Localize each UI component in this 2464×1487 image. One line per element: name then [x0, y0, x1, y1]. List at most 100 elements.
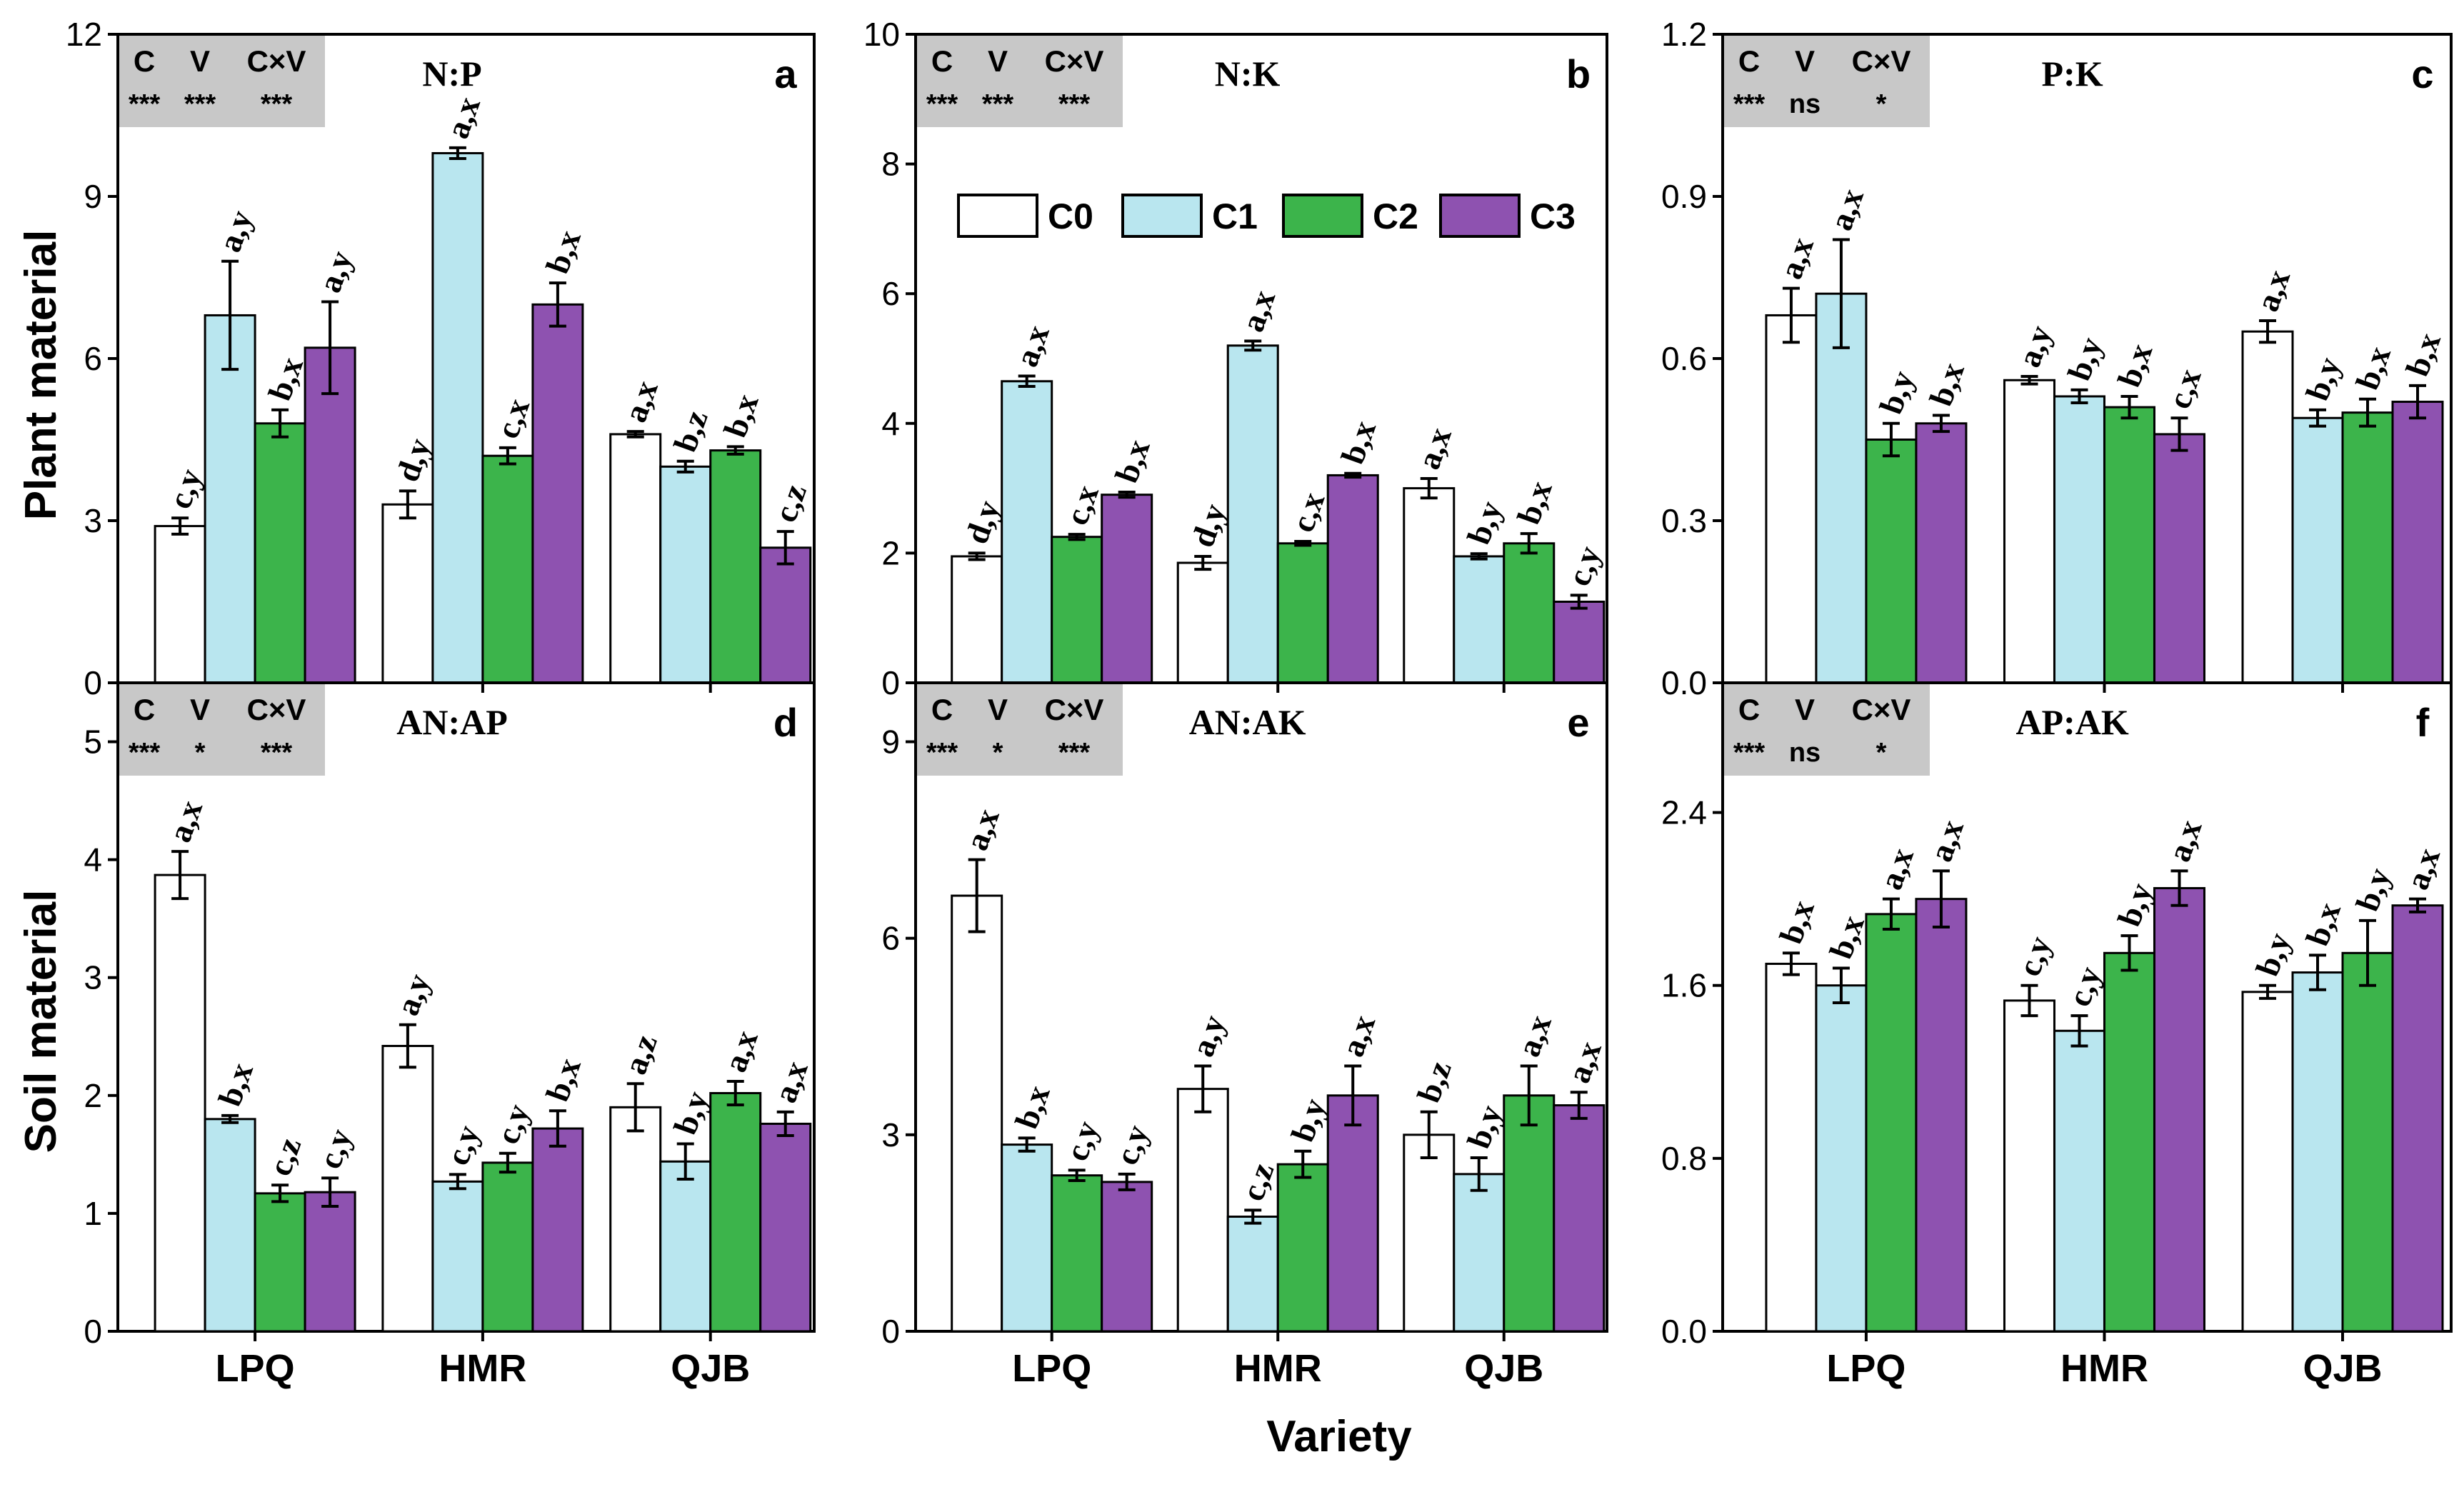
stats-header: C×V: [1045, 44, 1104, 78]
significance-label: b,y: [2060, 332, 2109, 385]
significance-label: b,x: [1008, 1081, 1056, 1133]
significance-label: c,y: [1108, 1120, 1156, 1169]
stats-value: ***: [1058, 738, 1091, 768]
error-bar: [271, 408, 289, 439]
error-bar: [1520, 1064, 1538, 1127]
stats-header: C×V: [247, 44, 306, 78]
significance-label: c,y: [439, 1121, 486, 1170]
y-tick-label: 8: [881, 146, 900, 183]
bar-C0: [154, 525, 206, 684]
error-bar: [449, 146, 466, 161]
error-bar: [221, 1113, 239, 1124]
error-bar: [2359, 918, 2377, 987]
bar-C1: [2053, 1029, 2105, 1333]
significance-label: b,y: [2348, 863, 2397, 916]
significance-label: b,y: [2110, 878, 2159, 931]
error-bar: [1244, 339, 1262, 352]
error-bar: [499, 446, 516, 466]
y-tick-label: 0: [881, 1313, 900, 1350]
legend-label: C0: [1048, 196, 1093, 236]
stats-header: C: [1738, 44, 1760, 78]
error-bar: [171, 516, 189, 536]
error-bar: [1344, 471, 1362, 479]
bar-C0: [2241, 991, 2294, 1333]
stats-box: C *** V * C×V ***: [917, 684, 1123, 776]
bar-C3: [1915, 898, 1968, 1333]
error-bar: [1470, 552, 1488, 561]
stats-box: C *** V * C×V ***: [119, 684, 325, 776]
panel-c: 0.00.30.60.91.2a,xa,ya,xa,xb,y b,yb,yb,x b…: [1661, 16, 2453, 701]
error-bar: [2309, 953, 2327, 991]
bar-C1: [1001, 380, 1053, 684]
significance-label: b,y: [1460, 1100, 1508, 1153]
legend-swatch-C0: [957, 194, 1038, 238]
bar-C3: [759, 546, 812, 684]
bar-C1: [1453, 1173, 1506, 1333]
bar-C3: [1915, 422, 1968, 684]
bar-C1: [1453, 555, 1506, 684]
stats-value: *: [195, 738, 206, 768]
legend-label: C2: [1373, 196, 1418, 236]
panel-letter: f: [2416, 700, 2430, 745]
significance-label: b,y: [2248, 928, 2297, 981]
bar-C3: [531, 1127, 584, 1333]
significance-label: b,x: [1822, 911, 1870, 963]
error-bar: [1420, 1110, 1438, 1159]
error-bar: [2070, 388, 2088, 405]
error-bar: [676, 459, 694, 474]
error-bar: [1932, 414, 1950, 434]
legend-swatch-C1: [1121, 194, 1203, 238]
error-bar: [1244, 1208, 1262, 1225]
significance-label: b,x: [1334, 416, 1383, 469]
significance-label: c,x: [1058, 480, 1106, 529]
significance-label: b,y: [1872, 366, 1920, 419]
stats-header: C: [1738, 693, 1760, 726]
legend: C0 C1 C2 C3: [957, 194, 1576, 238]
legend-swatch-C2: [1282, 194, 1363, 238]
stats-value: ***: [1733, 738, 1766, 768]
error-bar: [1470, 1156, 1488, 1192]
legend-label: C3: [1530, 196, 1576, 236]
significance-label: c,y: [161, 464, 209, 514]
error-bar: [1570, 594, 1588, 610]
stats-value: *: [1876, 738, 1887, 768]
row-label-soil: Soil material: [16, 890, 66, 1153]
significance-label: c,y: [2060, 961, 2108, 1011]
error-bar: [271, 1183, 289, 1203]
y-tick-label: 2.4: [1661, 794, 1707, 831]
error-bar: [1782, 286, 1800, 344]
legend-swatch-C3: [1439, 194, 1521, 238]
x-tick-label: HMR: [2060, 1347, 2148, 1390]
bar-C3: [1553, 601, 1606, 684]
y-tick-label: 4: [84, 841, 102, 878]
bar-C3: [1101, 1181, 1153, 1333]
significance-label: a,x: [1922, 815, 1970, 866]
bar-C0: [609, 433, 662, 684]
error-bar: [2020, 374, 2038, 386]
stats-box: C *** V *** C×V ***: [119, 36, 325, 127]
bar-C0: [951, 555, 1003, 684]
significance-label: c,y: [1058, 1116, 1106, 1166]
bar-C2: [2341, 951, 2394, 1333]
bar-C3: [531, 303, 584, 684]
error-bar: [2259, 983, 2277, 1000]
bar-C3: [1101, 494, 1153, 684]
bar-C3: [1326, 474, 1379, 684]
x-tick-label: QJB: [1464, 1347, 1543, 1390]
error-bar: [1882, 421, 1900, 458]
stats-value: ns: [1789, 89, 1821, 119]
stats-box: C *** Vns C×V *: [1724, 684, 1930, 776]
bar-C2: [1276, 542, 1329, 684]
significance-label: a,x: [1560, 1036, 1608, 1087]
bar-C3: [759, 1122, 812, 1333]
y-tick-label: 0: [881, 664, 900, 701]
significance-label: b,x: [716, 389, 765, 442]
bar-C0: [1765, 314, 1818, 684]
error-bar: [726, 1080, 744, 1107]
y-tick-label: 5: [84, 724, 102, 761]
bar-C2: [1865, 913, 1918, 1333]
panel-title: N:P: [422, 54, 481, 94]
y-tick-label: 9: [881, 724, 900, 761]
significance-label: a,y: [311, 246, 360, 296]
